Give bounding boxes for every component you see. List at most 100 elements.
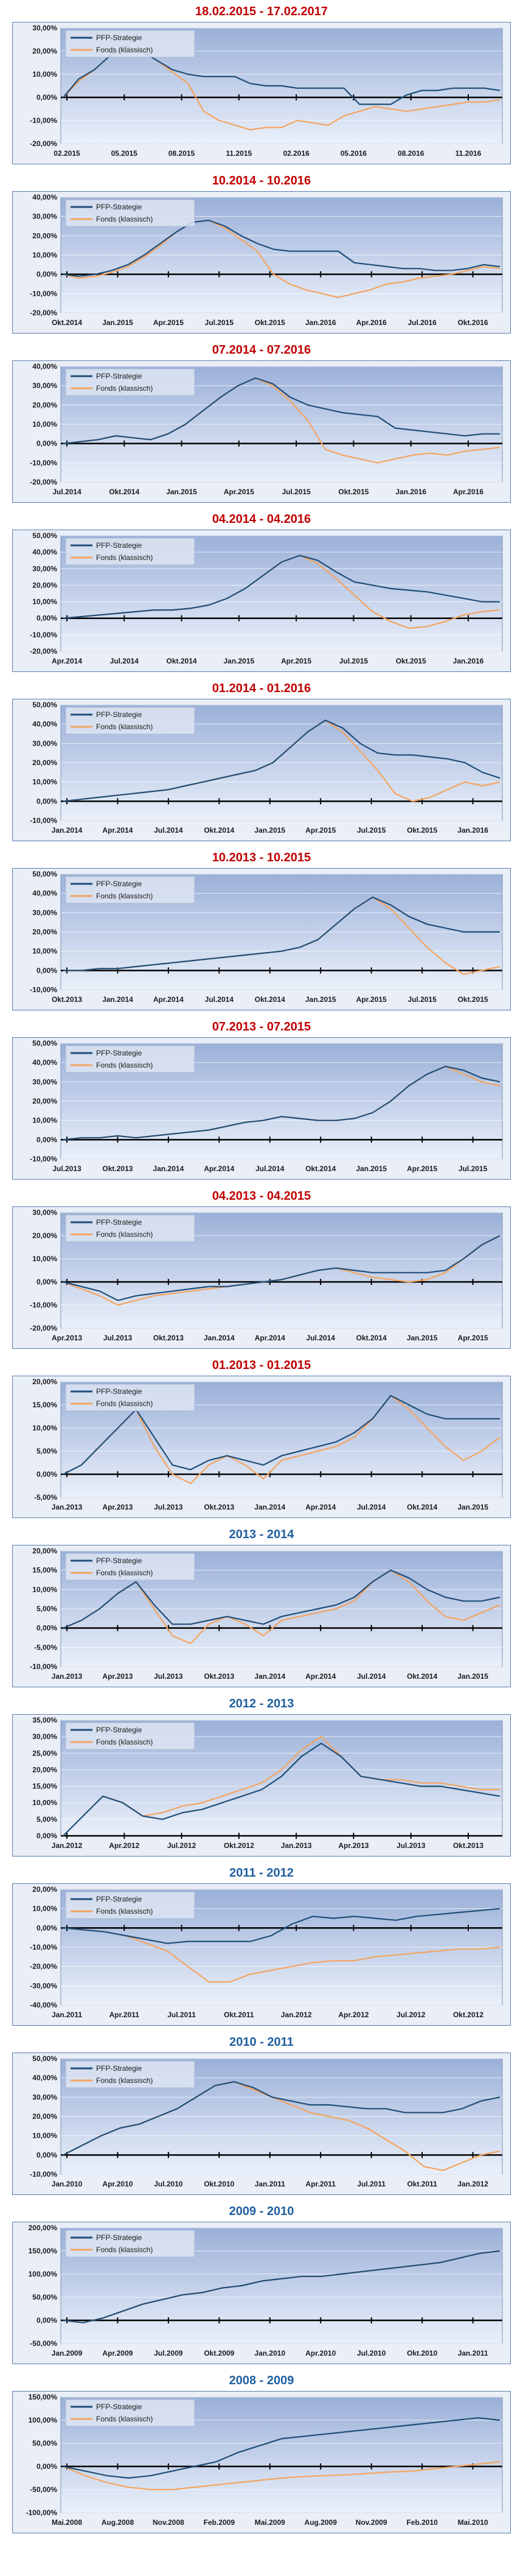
x-tick-label: Jul.2013 <box>397 1841 426 1850</box>
x-tick-label: Jul.2014 <box>357 1672 386 1681</box>
legend-label-strategy: PFP-Strategie <box>96 2064 142 2073</box>
y-tick-label: 5,00% <box>36 1447 57 1455</box>
y-tick-label: 10,00% <box>32 1255 57 1263</box>
chart-frame: -50,00% 0,00% 50,00% 100,00% 150,00% 200,00% J… <box>12 2222 511 2364</box>
x-tick-label: Jul.2015 <box>339 657 369 665</box>
chart-title: 07.2014 - 07.2016 <box>212 343 311 357</box>
x-tick-label: Nov.2009 <box>356 2518 387 2527</box>
x-tick-label: Apr.2015 <box>153 318 184 327</box>
line-chart: -10,00% 0,00% 10,00% 20,00% 30,00% 40,00% 50,0… <box>12 2053 511 2195</box>
x-tick-label: Apr.2014 <box>52 657 82 665</box>
x-tick-label: Apr.2011 <box>109 2011 140 2019</box>
x-tick-label: Apr.2014 <box>255 1334 285 1342</box>
x-tick-label: Okt.2012 <box>453 2011 483 2019</box>
series-line-strategy <box>63 1569 500 1629</box>
y-tick-label: 10,00% <box>32 1799 57 1807</box>
y-tick-label: 10,00% <box>32 778 57 786</box>
line-chart: -20,00% -10,00% 0,00% 10,00% 20,00% 30,00% 40,… <box>12 530 511 672</box>
y-tick-label: -20,00% <box>30 647 57 656</box>
x-tick-label: Apr.2012 <box>109 1841 139 1850</box>
chart-frame: -10,00% 0,00% 10,00% 20,00% 30,00% 40,00% 50,0… <box>12 1037 511 1180</box>
line-chart: -10,00% 0,00% 10,00% 20,00% 30,00% 40,00% 50,0… <box>12 699 511 841</box>
x-tick-label: Jan.2015 <box>305 995 336 1004</box>
x-tick-label: Jul.2015 <box>282 488 311 496</box>
chart-panel: 2012 - 2013 0,00% 5,00% 10,00% 15,00% 20,00% 2… <box>0 1693 523 1863</box>
y-tick-label: 30,00% <box>32 382 57 390</box>
x-tick-label: Jul.2015 <box>357 826 386 835</box>
legend: PFP-Strategie Fonds (klassisch) <box>65 876 195 904</box>
chart-panel: 2011 - 2012 -40,00% -30,00% -20,00% -10,00% 0… <box>0 1863 523 2032</box>
x-tick-label: Jan.2010 <box>254 2349 285 2357</box>
chart-panel: 10.2014 - 10.2016 -20,00% -10,00% 0,00% 10,0… <box>0 170 523 340</box>
legend-label-fund: Fonds (klassisch) <box>96 1061 153 1069</box>
y-tick-label: -10,00% <box>30 1301 57 1309</box>
y-tick-label: 15,00% <box>32 1401 57 1409</box>
x-tick-label: Apr.2015 <box>224 488 254 496</box>
y-tick-label: 30,00% <box>32 1732 57 1741</box>
x-tick-label: 08.2016 <box>398 149 424 158</box>
y-tick-label: 50,00% <box>32 2054 57 2063</box>
x-tick-label: Jan.2012 <box>52 1841 83 1850</box>
x-tick-label: Jul.2014 <box>110 657 139 665</box>
chart-title: 2009 - 2010 <box>229 2205 294 2218</box>
chart-frame: -20,00% -10,00% 0,00% 10,00% 20,00% 30,00% 02.… <box>12 22 511 164</box>
legend-label-strategy: PFP-Strategie <box>96 33 142 42</box>
x-tick-label: Jul.2013 <box>154 1503 183 1511</box>
legend-label-fund: Fonds (klassisch) <box>96 2076 153 2085</box>
legend-label-fund: Fonds (klassisch) <box>96 384 153 393</box>
x-tick-label: Jan.2015 <box>356 1164 387 1173</box>
y-tick-label: -50,00% <box>30 2485 57 2494</box>
legend: PFP-Strategie Fonds (klassisch) <box>65 1891 195 1919</box>
line-chart: -5,00% 0,00% 5,00% 10,00% 15,00% 20,00% Jan.20… <box>12 1376 511 1518</box>
x-tick-label: Apr.2016 <box>453 488 483 496</box>
x-tick-label: Jan.2016 <box>457 826 488 835</box>
series-line-strategy <box>63 2417 500 2479</box>
legend-box <box>65 2230 195 2258</box>
x-tick-label: Apr.2013 <box>52 1334 82 1342</box>
y-tick-label: 10,00% <box>32 1424 57 1432</box>
y-tick-label: 50,00% <box>32 2439 57 2448</box>
y-tick-label: 0,00% <box>36 2462 57 2471</box>
y-tick-label: 30,00% <box>32 739 57 747</box>
x-tick-label: 11.2015 <box>226 149 252 158</box>
y-tick-label: 0,00% <box>36 966 57 975</box>
x-tick-label: Okt.2013 <box>52 995 82 1004</box>
legend: PFP-Strategie Fonds (klassisch) <box>65 30 195 58</box>
chart-panel: 2008 - 2009 -100,00% -50,00% 0,00% 50,00% 100… <box>0 2370 523 2539</box>
x-tick-label: Okt.2014 <box>356 1334 387 1342</box>
x-tick-label: Mai.2010 <box>458 2518 488 2527</box>
x-tick-label: Okt.2015 <box>407 826 437 835</box>
y-tick-label: -10,00% <box>30 458 57 467</box>
y-tick-label: 30,00% <box>32 908 57 917</box>
x-tick-label: 05.2016 <box>341 149 367 158</box>
legend-label-fund: Fonds (klassisch) <box>96 215 153 223</box>
line-chart: -10,00% 0,00% 10,00% 20,00% 30,00% 40,00% 50,0… <box>12 1037 511 1180</box>
y-tick-label: 20,00% <box>32 231 57 240</box>
x-tick-label: Jul.2015 <box>407 995 437 1004</box>
x-tick-label: Jul.2013 <box>103 1334 133 1342</box>
legend-label-fund: Fonds (klassisch) <box>96 2245 153 2254</box>
legend-label-fund: Fonds (klassisch) <box>96 46 153 54</box>
legend-box <box>65 1384 195 1412</box>
y-tick-label: -20,00% <box>30 1324 57 1332</box>
chart-panel: 2009 - 2010 -50,00% 0,00% 50,00% 100,00% 150,… <box>0 2201 523 2370</box>
y-tick-label: 10,00% <box>32 70 57 79</box>
x-tick-label: 08.2015 <box>168 149 195 158</box>
legend-label-strategy: PFP-Strategie <box>96 710 142 719</box>
legend: PFP-Strategie Fonds (klassisch) <box>65 707 195 735</box>
x-tick-label: Jan.2011 <box>52 2011 82 2019</box>
line-chart: -50,00% 0,00% 50,00% 100,00% 150,00% 200,00% J… <box>12 2222 511 2364</box>
legend-label-strategy: PFP-Strategie <box>96 1556 142 1565</box>
legend-label-fund: Fonds (klassisch) <box>96 553 153 562</box>
y-tick-label: -100,00% <box>26 2508 58 2517</box>
legend-label-fund: Fonds (klassisch) <box>96 723 153 731</box>
x-tick-label: Okt.2014 <box>204 826 234 835</box>
y-tick-label: -10,00% <box>30 985 57 994</box>
y-tick-label: -5,00% <box>34 1643 57 1651</box>
x-tick-label: Jan.2016 <box>305 318 336 327</box>
x-tick-label: Jan.2014 <box>254 1503 285 1511</box>
y-tick-label: 15,00% <box>32 1782 57 1791</box>
x-tick-label: Aug.2008 <box>102 2518 134 2527</box>
x-tick-label: Jul.2014 <box>307 1334 336 1342</box>
x-tick-label: Okt.2015 <box>255 318 285 327</box>
